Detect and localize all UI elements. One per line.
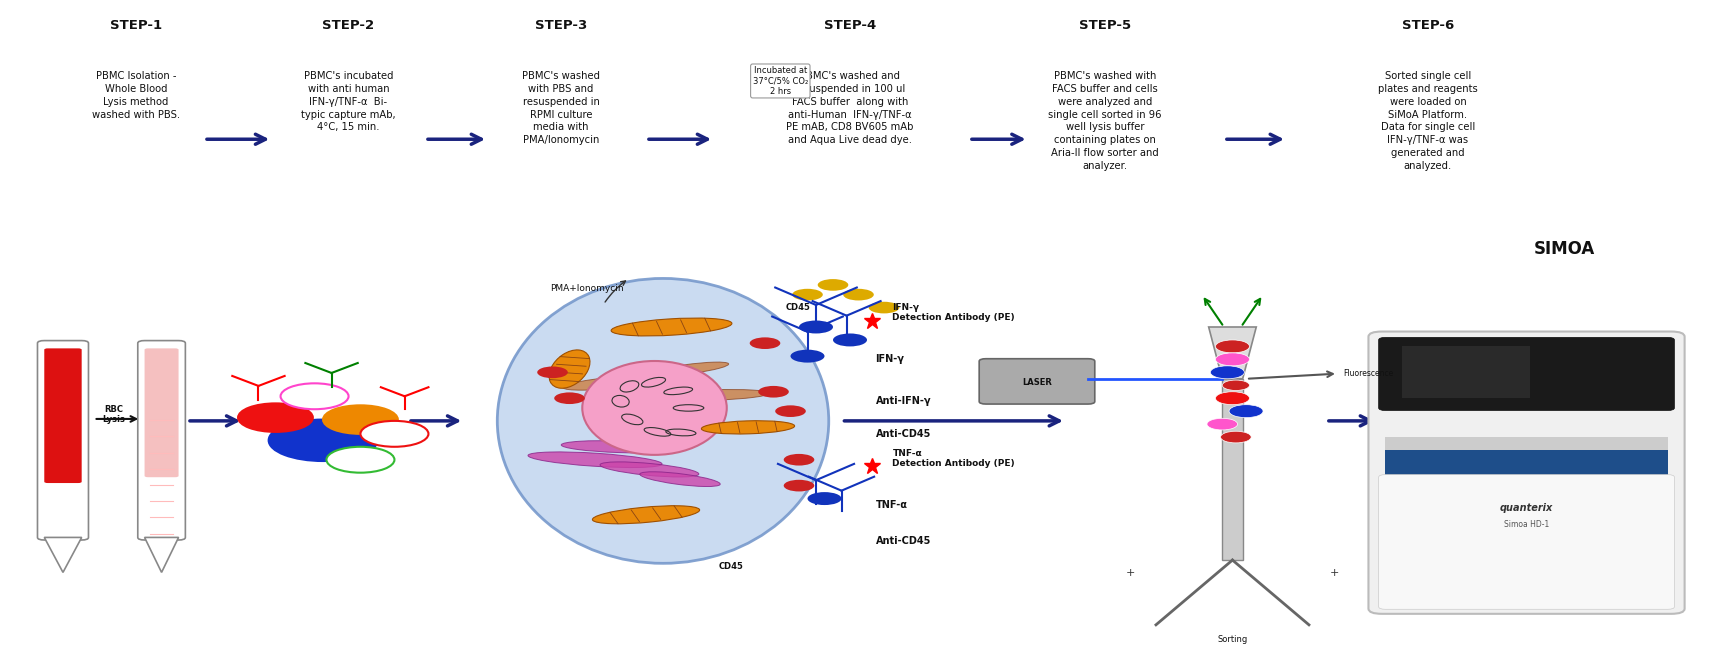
Text: CD45: CD45	[719, 562, 743, 571]
Text: IFN-γ: IFN-γ	[876, 354, 905, 364]
Text: PBMC's washed
with PBS and
resuspended in
RPMI culture
media with
PMA/Ionomycin: PBMC's washed with PBS and resuspended i…	[522, 71, 599, 145]
Circle shape	[790, 350, 824, 362]
Text: TNF-α
Detection Antibody (PE): TNF-α Detection Antibody (PE)	[893, 449, 1015, 468]
Circle shape	[798, 320, 833, 334]
Ellipse shape	[498, 279, 829, 563]
Circle shape	[280, 383, 349, 409]
Circle shape	[555, 392, 585, 404]
Circle shape	[323, 405, 398, 434]
FancyBboxPatch shape	[137, 341, 185, 540]
FancyBboxPatch shape	[1403, 347, 1530, 398]
Ellipse shape	[599, 462, 699, 477]
Text: Fluorescence: Fluorescence	[1343, 369, 1392, 378]
Circle shape	[833, 334, 867, 347]
Text: PMA+Ionomycin: PMA+Ionomycin	[549, 284, 623, 292]
Circle shape	[783, 480, 814, 491]
Circle shape	[239, 404, 312, 432]
Circle shape	[1207, 419, 1238, 430]
Polygon shape	[45, 538, 82, 572]
Circle shape	[792, 289, 822, 300]
Text: Anti-CD45: Anti-CD45	[876, 536, 931, 545]
Circle shape	[1210, 366, 1245, 379]
Circle shape	[869, 301, 900, 313]
Circle shape	[1223, 380, 1250, 390]
Text: +: +	[1329, 568, 1339, 578]
Circle shape	[807, 492, 841, 505]
FancyBboxPatch shape	[979, 359, 1095, 404]
Ellipse shape	[529, 452, 663, 468]
Text: Anti-CD45: Anti-CD45	[876, 429, 931, 439]
Polygon shape	[144, 538, 179, 572]
Circle shape	[537, 366, 568, 378]
Text: STEP-3: STEP-3	[536, 20, 587, 33]
Circle shape	[1216, 392, 1250, 405]
Ellipse shape	[649, 362, 728, 376]
Text: TNF-α: TNF-α	[876, 500, 908, 510]
Text: RBC
Lysis: RBC Lysis	[103, 405, 125, 424]
Circle shape	[1221, 431, 1252, 443]
Circle shape	[817, 279, 848, 291]
Text: STEP-2: STEP-2	[323, 20, 374, 33]
Circle shape	[750, 337, 780, 349]
Ellipse shape	[582, 361, 726, 455]
Text: CD45: CD45	[785, 303, 810, 312]
Text: Anti-IFN-γ: Anti-IFN-γ	[876, 396, 931, 406]
FancyBboxPatch shape	[1223, 379, 1243, 560]
Text: Sorting: Sorting	[1217, 634, 1248, 644]
Text: STEP-5: STEP-5	[1078, 20, 1132, 33]
Circle shape	[1229, 405, 1264, 418]
Text: Sorted single cell
plates and reagents
were loaded on
SiMoA Platform.
Data for s: Sorted single cell plates and reagents w…	[1379, 71, 1478, 171]
Text: LASER: LASER	[1022, 377, 1053, 387]
Ellipse shape	[640, 472, 719, 487]
FancyBboxPatch shape	[1379, 475, 1674, 610]
Ellipse shape	[592, 506, 699, 524]
Ellipse shape	[561, 441, 680, 453]
FancyBboxPatch shape	[38, 341, 89, 540]
Text: +: +	[1126, 568, 1135, 578]
Circle shape	[843, 289, 874, 300]
Circle shape	[1216, 340, 1250, 353]
Text: Incubated at
37°C/5% CO₂
2 hrs: Incubated at 37°C/5% CO₂ 2 hrs	[752, 66, 809, 96]
Ellipse shape	[611, 318, 731, 336]
FancyBboxPatch shape	[1379, 337, 1674, 411]
Text: IFN-γ
Detection Antibody (PE): IFN-γ Detection Antibody (PE)	[893, 303, 1015, 322]
Circle shape	[1216, 353, 1250, 366]
FancyBboxPatch shape	[1386, 449, 1667, 475]
Text: STEP-4: STEP-4	[824, 20, 876, 33]
Circle shape	[759, 386, 788, 398]
Text: PBMC Isolation -
Whole Blood
Lysis method
washed with PBS.: PBMC Isolation - Whole Blood Lysis metho…	[93, 71, 180, 120]
Circle shape	[268, 420, 378, 461]
Circle shape	[326, 447, 395, 473]
FancyBboxPatch shape	[1386, 437, 1667, 450]
Ellipse shape	[563, 374, 678, 390]
Text: PBMC's washed and
resuspended in 100 ul
FACS buffer  along with
anti-Human  IFN-: PBMC's washed and resuspended in 100 ul …	[786, 71, 913, 145]
Text: PBMC's incubated
with anti human
IFN-γ/TNF-α  Bi-
typic capture mAb,
4°C, 15 min: PBMC's incubated with anti human IFN-γ/T…	[300, 71, 397, 133]
Polygon shape	[1209, 327, 1257, 379]
Ellipse shape	[659, 390, 769, 400]
FancyBboxPatch shape	[144, 349, 179, 477]
Circle shape	[361, 421, 429, 447]
Circle shape	[774, 405, 805, 417]
Text: Simoa HD-1: Simoa HD-1	[1504, 520, 1549, 529]
Text: STEP-1: STEP-1	[110, 20, 161, 33]
Text: STEP-6: STEP-6	[1401, 20, 1454, 33]
Text: SIMOA: SIMOA	[1533, 240, 1595, 258]
Ellipse shape	[702, 421, 795, 434]
Ellipse shape	[549, 350, 591, 388]
Text: PBMC's washed with
FACS buffer and cells
were analyzed and
single cell sorted in: PBMC's washed with FACS buffer and cells…	[1047, 71, 1162, 171]
FancyBboxPatch shape	[1368, 332, 1684, 614]
Text: quanterix: quanterix	[1501, 504, 1554, 513]
Circle shape	[783, 454, 814, 466]
FancyBboxPatch shape	[45, 349, 82, 483]
